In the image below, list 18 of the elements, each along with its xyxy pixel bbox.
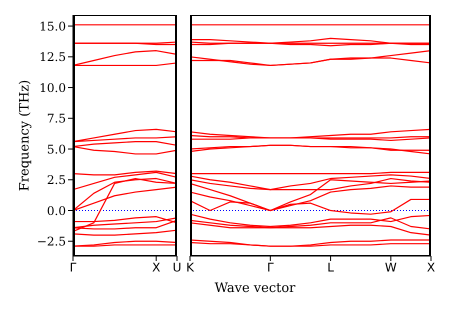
x-tick-label: U [172, 260, 182, 275]
y-tick-label: 2.5 [46, 173, 66, 188]
y-tick-label: 7.5 [46, 112, 66, 126]
x-tick-label: L [327, 260, 334, 275]
y-tick-label: 0.0 [46, 204, 66, 218]
y-tick-label: 10.0 [39, 80, 66, 95]
x-tick-label: X [152, 260, 160, 275]
y-tick-label: 5.0 [46, 142, 66, 156]
x-tick-label: K [186, 260, 196, 275]
y-axis-title: Frequency (THz) [18, 80, 33, 192]
y-tick-label: 12.5 [39, 50, 66, 64]
x-tick-label: X [426, 260, 436, 275]
x-axis-title: Wave vector [214, 281, 296, 296]
y-tick-label: 15.0 [39, 19, 66, 34]
y-tick-label: −2.5 [36, 234, 66, 249]
x-tick-label: Γ [70, 260, 77, 275]
x-tick-label: Γ [266, 260, 274, 275]
x-tick-label: W [384, 260, 397, 275]
